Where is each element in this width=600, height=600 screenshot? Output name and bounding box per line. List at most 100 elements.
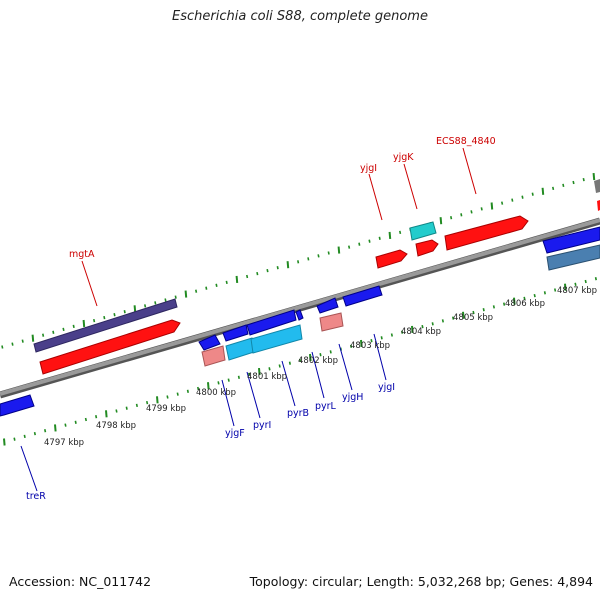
outer-minor-tick (93, 318, 96, 323)
outer-major-tick (286, 261, 290, 269)
inner-minor-tick (166, 395, 169, 399)
inner-minor-tick (115, 409, 118, 413)
label-yjgF: yjgF (225, 428, 245, 439)
inner-minor-tick (125, 406, 128, 410)
inner-major-tick (54, 424, 57, 432)
inner-minor-tick (574, 282, 577, 286)
gene-pyrI[interactable] (222, 324, 249, 342)
gene-reverse-blue-right[interactable] (542, 226, 600, 254)
outer-major-tick (82, 319, 86, 328)
inner-minor-tick (237, 375, 240, 379)
outer-minor-tick (174, 295, 177, 299)
gene-yjgI-rev[interactable] (342, 285, 383, 307)
gene-reverse-steel-right[interactable] (546, 244, 600, 271)
reverse-gene-labels: treR yjgF pyrI pyrB pyrL yjgH yjgI (26, 382, 395, 502)
forward-gene-labels: mgtA yjgI yjgK ECS88_4840 (69, 136, 496, 260)
outer-minor-tick (42, 333, 45, 337)
outer-minor-tick (348, 245, 351, 249)
label-mgtA: mgtA (69, 249, 95, 260)
outer-minor-tick (501, 201, 504, 205)
tick-label-4807: 4807 kbp (557, 286, 597, 296)
inner-minor-tick (135, 403, 138, 408)
inner-minor-tick (503, 302, 506, 306)
gene-reverse-pink-2[interactable] (319, 312, 344, 332)
outer-minor-tick (552, 186, 555, 191)
gene-reverse-cyan-2[interactable] (250, 324, 303, 354)
gene-yjgF[interactable] (198, 334, 221, 351)
forward-features (33, 179, 600, 375)
outer-minor-tick (52, 330, 55, 334)
outer-minor-tick (195, 289, 198, 293)
inner-minor-tick (401, 330, 404, 334)
tick-label-4806: 4806 kbp (505, 299, 545, 309)
gene-pyrL[interactable] (295, 309, 304, 321)
gene-right-gray[interactable] (594, 179, 600, 193)
outer-minor-tick (399, 230, 402, 235)
tick-label-4803: 4803 kbp (350, 341, 390, 351)
tick-label-4805: 4805 kbp (453, 313, 493, 323)
inner-major-tick (462, 311, 465, 319)
inner-minor-tick (74, 420, 77, 424)
gene-pyrB[interactable] (246, 309, 297, 336)
inner-minor-tick (533, 293, 536, 298)
outer-minor-tick (470, 210, 473, 214)
outer-minor-tick (11, 342, 14, 346)
inner-minor-tick (13, 437, 16, 441)
outer-minor-tick (460, 213, 463, 217)
outer-major-tick (184, 290, 188, 298)
outer-minor-tick (225, 280, 228, 285)
inner-minor-tick (227, 378, 230, 382)
gene-yjgH[interactable] (316, 297, 339, 314)
outer-major-tick (133, 305, 137, 313)
label-yjgK: yjgK (393, 152, 414, 163)
inner-minor-tick (64, 423, 67, 427)
inner-tick-ring (3, 277, 597, 446)
outer-major-tick (31, 334, 35, 342)
gene-yjgK-small[interactable] (415, 239, 439, 257)
inner-minor-tick (543, 291, 546, 295)
inner-major-tick (360, 339, 363, 348)
inner-minor-tick (472, 310, 475, 315)
label-yjgI-rev: yjgI (378, 382, 395, 393)
outer-minor-tick (480, 207, 483, 211)
inner-minor-tick (176, 392, 179, 396)
gene-forward-red-1[interactable] (39, 319, 181, 375)
outer-minor-tick (368, 239, 371, 243)
inner-minor-tick (288, 361, 291, 365)
genome-summary-text: Topology: circular; Length: 5,032,268 bp… (249, 574, 593, 589)
outer-minor-tick (205, 286, 208, 290)
accession-text: Accession: NC_011742 (9, 574, 152, 589)
inner-minor-tick (431, 322, 434, 326)
outer-major-tick (388, 231, 392, 239)
gene-treR[interactable] (0, 394, 35, 417)
outer-minor-tick (246, 274, 249, 279)
outer-minor-tick (215, 283, 218, 287)
gene-reverse-pink-1[interactable] (201, 345, 226, 367)
outer-minor-tick (297, 260, 300, 264)
inner-minor-tick (84, 417, 87, 422)
inner-minor-tick (248, 372, 251, 377)
label-pyrL: pyrL (315, 401, 337, 412)
gene-right-red[interactable] (597, 200, 600, 211)
gene-yjgI-fwd[interactable] (375, 249, 408, 269)
inner-minor-tick (594, 277, 597, 281)
outer-minor-tick (154, 301, 157, 305)
inner-major-tick (564, 283, 567, 291)
gene-mgtA[interactable] (33, 298, 178, 353)
outer-minor-tick (266, 268, 269, 273)
inner-minor-tick (217, 381, 220, 385)
reverse-leader-lines (20, 333, 387, 492)
gene-yjgK[interactable] (409, 221, 437, 241)
inner-major-tick (3, 438, 6, 446)
outer-minor-tick (358, 242, 361, 246)
gene-ECS88_4840[interactable] (444, 215, 529, 251)
outer-minor-tick (113, 313, 116, 317)
outer-minor-tick (562, 183, 565, 188)
tick-label-4801: 4801 kbp (247, 372, 287, 382)
outer-minor-tick (531, 192, 534, 196)
outer-major-tick (235, 275, 239, 283)
inner-minor-tick (390, 333, 393, 337)
tick-label-4797: 4797 kbp (44, 438, 84, 448)
outer-minor-tick (1, 345, 4, 349)
gene-reverse-cyan-1[interactable] (225, 337, 255, 361)
